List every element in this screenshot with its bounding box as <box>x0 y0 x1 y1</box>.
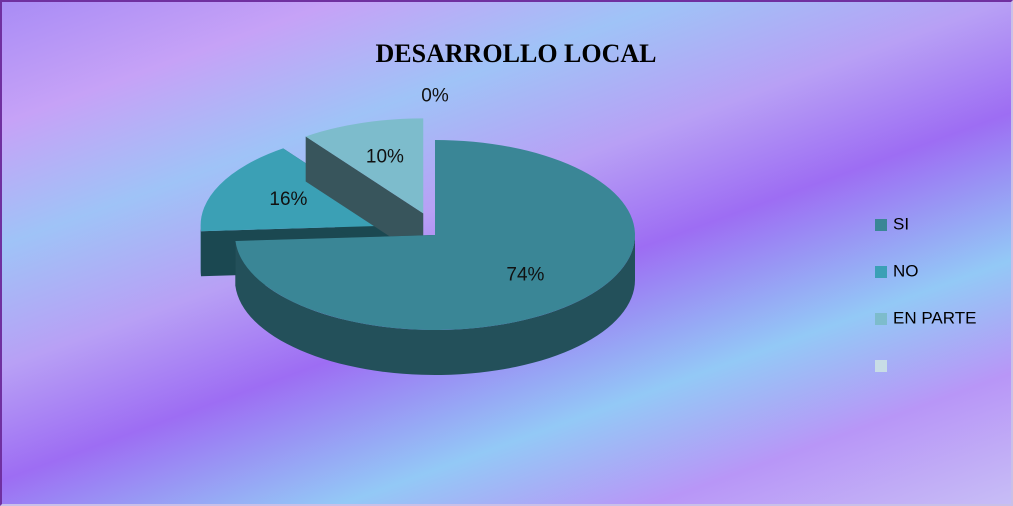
legend-swatch <box>875 313 887 325</box>
data-label: 10% <box>366 146 404 167</box>
legend-swatch <box>875 266 887 278</box>
slice-wall <box>235 235 635 375</box>
chart-title: DESARROLLO LOCAL <box>376 39 657 68</box>
slice-top <box>305 118 424 214</box>
data-label: 0% <box>421 85 449 106</box>
data-label: 74% <box>506 264 544 285</box>
legend-swatch <box>875 219 887 231</box>
data-label: 16% <box>269 189 307 210</box>
slice-top <box>235 140 635 331</box>
legend-label: EN PARTE <box>893 308 976 327</box>
pie-slice <box>235 140 635 375</box>
slice-side <box>305 136 424 259</box>
pie-slice <box>305 118 424 259</box>
legend-swatch <box>875 360 887 372</box>
legend-label: NO <box>893 261 919 280</box>
legend-label: SI <box>893 214 909 233</box>
